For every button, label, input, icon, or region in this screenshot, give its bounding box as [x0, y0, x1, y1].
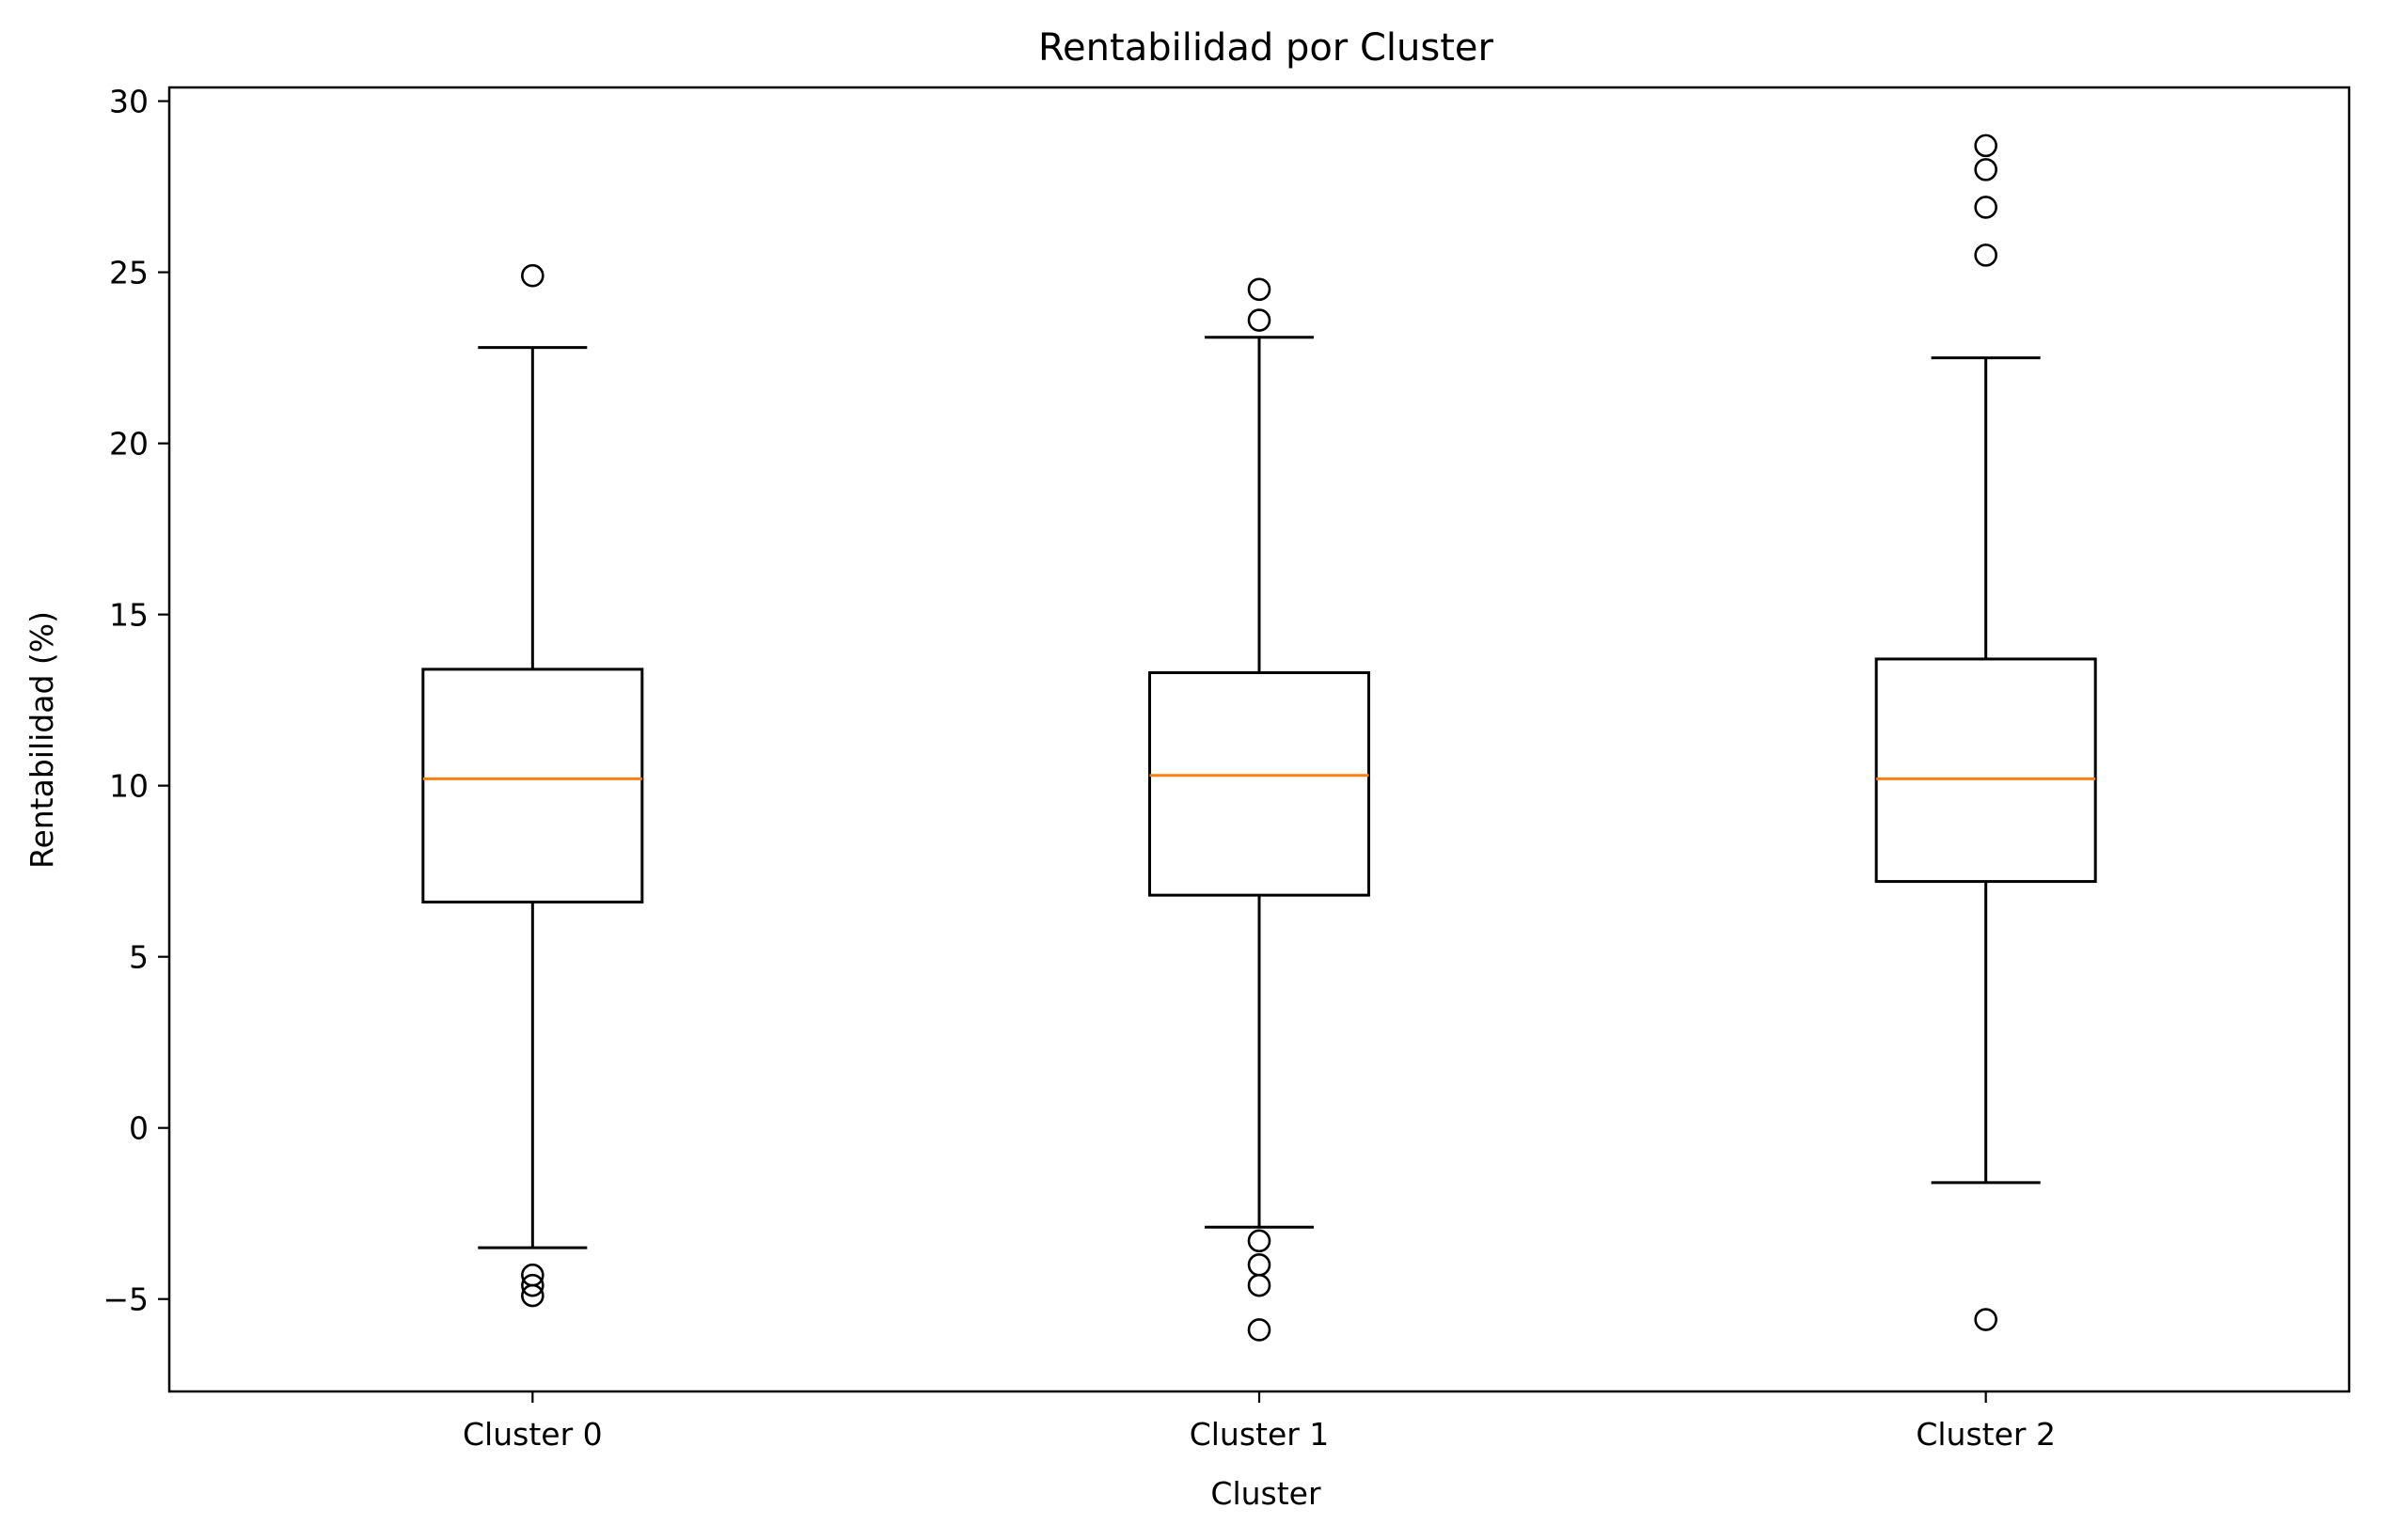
outlier-point	[1974, 1308, 1997, 1331]
outlier-point	[1247, 308, 1271, 332]
y-tick-label: 5	[129, 939, 149, 976]
y-axis-title: Rentabilidad (%)	[24, 611, 60, 869]
y-tick-label: 0	[129, 1110, 149, 1147]
plot-frame	[167, 86, 2351, 1393]
y-tick-label: 20	[109, 426, 149, 463]
outlier-point	[1247, 1318, 1271, 1342]
x-tick-label: Cluster 0	[463, 1416, 603, 1453]
outlier-point	[521, 263, 544, 288]
chart-title: Rentabilidad por Cluster	[1038, 26, 1493, 70]
box-iqr	[1874, 657, 2097, 884]
outlier-point	[521, 1273, 544, 1297]
x-tick-label: Cluster 2	[1916, 1416, 2056, 1453]
y-tick-label: −5	[103, 1281, 149, 1318]
outlier-point	[1247, 1273, 1271, 1297]
outlier-point	[1974, 134, 1997, 158]
outlier-point	[1247, 1229, 1271, 1253]
y-tick-label: 30	[109, 84, 149, 120]
y-tick-label: 25	[109, 255, 149, 291]
outlier-point	[521, 1283, 544, 1308]
y-tick-label: 10	[109, 768, 149, 805]
y-tick-label: 15	[109, 597, 149, 634]
box-iqr	[1148, 671, 1370, 897]
outlier-point	[1974, 196, 1997, 219]
outlier-point	[1974, 244, 1997, 267]
box-iqr	[421, 668, 644, 904]
x-axis-title: Cluster	[1210, 1475, 1321, 1512]
outlier-point	[1974, 158, 1997, 181]
x-tick-label: Cluster 1	[1190, 1416, 1330, 1453]
plot-area: −5 0 5 10 15 20 25 30 Cluster 0 Cluster 1 Cluster …	[103, 84, 2351, 1453]
outlier-point	[1247, 277, 1271, 302]
